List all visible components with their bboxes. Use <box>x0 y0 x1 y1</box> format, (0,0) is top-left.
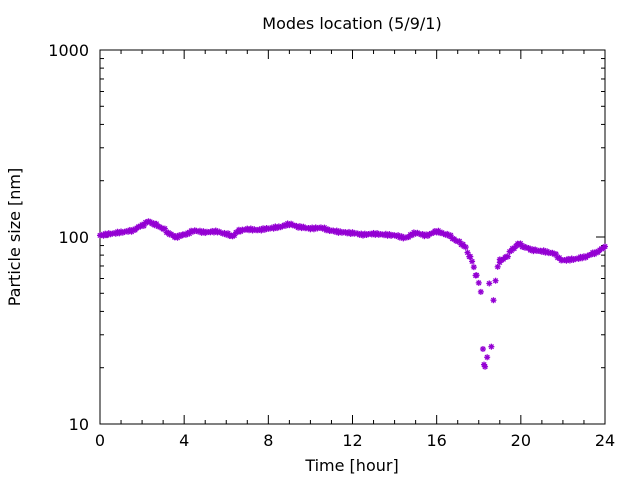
data-point <box>479 346 486 353</box>
x-tick-label: 0 <box>95 431 105 450</box>
data-point <box>490 297 497 304</box>
x-tick-label: 24 <box>595 431 615 450</box>
y-tick-label: 10 <box>69 415 89 434</box>
data-point <box>494 263 501 270</box>
data-point <box>486 280 493 287</box>
x-tick-label: 12 <box>342 431 362 450</box>
data-point <box>482 363 489 370</box>
chart-title: Modes location (5/9/1) <box>262 14 441 33</box>
y-tick-label: 1000 <box>48 41 89 60</box>
data-point <box>469 258 476 265</box>
data-point <box>488 343 495 350</box>
y-axis-label: Particle size [nm] <box>5 168 24 307</box>
data-point <box>475 279 482 286</box>
x-tick-label: 16 <box>426 431 446 450</box>
data-point <box>467 253 474 260</box>
data-point <box>484 354 491 361</box>
data-point <box>492 277 499 284</box>
x-tick-label: 20 <box>511 431 531 450</box>
data-point <box>477 288 484 295</box>
x-tick-label: 4 <box>179 431 189 450</box>
tick-labels-layer: 0 4 8 12 16 20 24 10 100 1000 <box>48 41 615 450</box>
data-point <box>470 264 477 271</box>
ticks-layer <box>99 49 606 425</box>
data-point <box>504 253 511 260</box>
x-tick-label: 8 <box>263 431 273 450</box>
data-point <box>602 243 608 250</box>
y-tick-label: 100 <box>58 228 89 247</box>
x-axis-label: Time [hour] <box>304 456 398 475</box>
data-point <box>462 244 469 251</box>
data-point <box>473 272 480 279</box>
data-points-layer <box>97 218 608 370</box>
